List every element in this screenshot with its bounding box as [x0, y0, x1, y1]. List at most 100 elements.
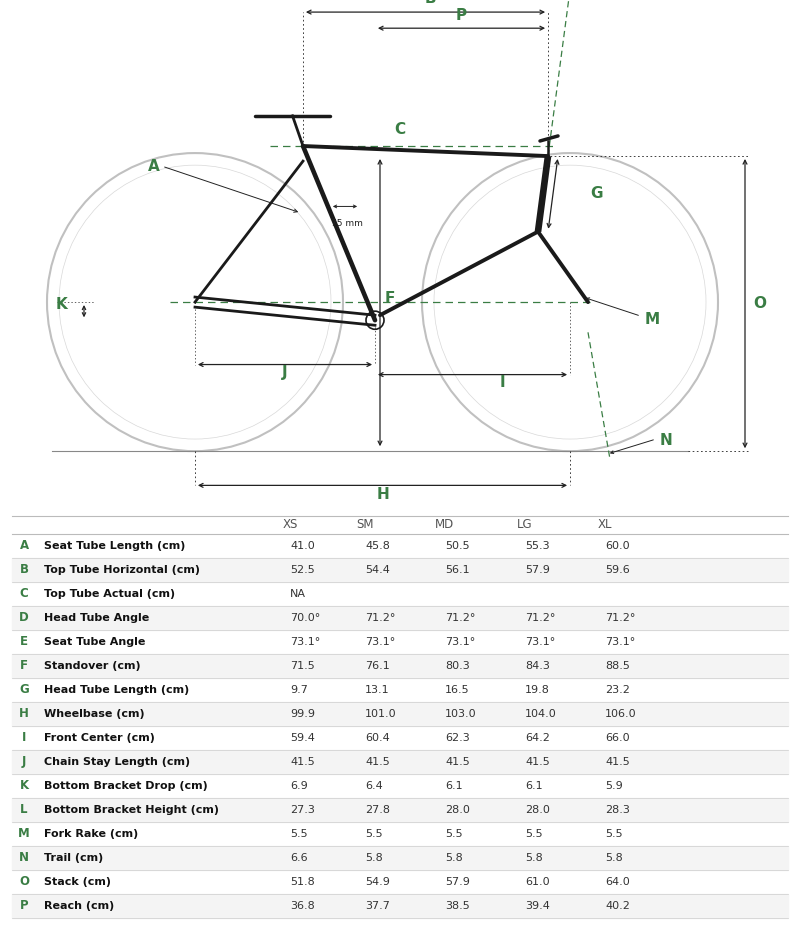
Text: J: J — [282, 365, 288, 380]
Text: D: D — [19, 611, 29, 624]
Text: 37.7: 37.7 — [365, 901, 390, 911]
Text: Front Center (cm): Front Center (cm) — [44, 732, 155, 743]
Text: Seat Tube Angle: Seat Tube Angle — [44, 636, 146, 647]
Text: 41.5: 41.5 — [445, 757, 470, 767]
Bar — [12, 894, 788, 918]
Text: 5.5: 5.5 — [445, 829, 462, 839]
Text: I: I — [500, 374, 506, 390]
Bar — [12, 654, 788, 677]
Text: G: G — [19, 683, 29, 696]
Text: LG: LG — [517, 518, 533, 531]
Text: 27.8: 27.8 — [365, 805, 390, 815]
Text: 5.8: 5.8 — [525, 853, 542, 863]
Text: 39.4: 39.4 — [525, 901, 550, 911]
Text: 84.3: 84.3 — [525, 660, 550, 671]
Text: 104.0: 104.0 — [525, 709, 557, 719]
Text: 73.1°: 73.1° — [525, 636, 555, 647]
Text: F: F — [385, 291, 395, 306]
Text: Wheelbase (cm): Wheelbase (cm) — [44, 709, 145, 719]
Bar — [12, 846, 788, 870]
Text: O: O — [19, 876, 29, 888]
Text: 73.1°: 73.1° — [290, 636, 320, 647]
Text: 60.4: 60.4 — [365, 732, 390, 743]
Text: Bottom Bracket Drop (cm): Bottom Bracket Drop (cm) — [44, 781, 208, 790]
Text: 76.1: 76.1 — [365, 660, 390, 671]
Text: C: C — [20, 587, 28, 600]
Bar — [12, 606, 788, 630]
Text: Top Tube Horizontal (cm): Top Tube Horizontal (cm) — [44, 564, 200, 575]
Text: 57.9: 57.9 — [445, 877, 470, 887]
Text: 5.8: 5.8 — [365, 853, 382, 863]
Text: 57.9: 57.9 — [525, 564, 550, 575]
Text: 103.0: 103.0 — [445, 709, 477, 719]
Text: 64.2: 64.2 — [525, 732, 550, 743]
Text: 99.9: 99.9 — [290, 709, 315, 719]
Text: 60.0: 60.0 — [605, 541, 630, 551]
Text: N: N — [19, 851, 29, 864]
Text: 27.3: 27.3 — [290, 805, 315, 815]
Text: F: F — [20, 659, 28, 673]
Text: L: L — [20, 804, 28, 816]
Text: M: M — [18, 827, 30, 841]
Text: 59.6: 59.6 — [605, 564, 630, 575]
Text: Bottom Bracket Height (cm): Bottom Bracket Height (cm) — [44, 805, 219, 815]
Text: 54.4: 54.4 — [365, 564, 390, 575]
Text: 75 mm: 75 mm — [331, 218, 363, 227]
Text: Stack (cm): Stack (cm) — [44, 877, 111, 887]
Text: 41.0: 41.0 — [290, 541, 314, 551]
Text: 41.5: 41.5 — [290, 757, 314, 767]
Text: P: P — [20, 900, 28, 912]
Text: Head Tube Angle: Head Tube Angle — [44, 613, 150, 622]
Text: 5.5: 5.5 — [605, 829, 622, 839]
Text: 73.1°: 73.1° — [605, 636, 635, 647]
Text: 88.5: 88.5 — [605, 660, 630, 671]
Text: 6.6: 6.6 — [290, 853, 308, 863]
Text: 40.2: 40.2 — [605, 901, 630, 911]
Text: 38.5: 38.5 — [445, 901, 470, 911]
Text: 62.3: 62.3 — [445, 732, 470, 743]
Text: 28.0: 28.0 — [525, 805, 550, 815]
Text: 55.3: 55.3 — [525, 541, 550, 551]
Text: 28.0: 28.0 — [445, 805, 470, 815]
Text: H: H — [376, 487, 389, 503]
Text: 66.0: 66.0 — [605, 732, 630, 743]
Text: Top Tube Actual (cm): Top Tube Actual (cm) — [44, 589, 175, 598]
Text: 54.9: 54.9 — [365, 877, 390, 887]
Text: 5.5: 5.5 — [290, 829, 308, 839]
Bar — [12, 750, 788, 774]
Text: P: P — [456, 9, 467, 23]
Text: NA: NA — [290, 589, 306, 598]
Text: 19.8: 19.8 — [525, 685, 550, 694]
Text: 16.5: 16.5 — [445, 685, 470, 694]
Text: 28.3: 28.3 — [605, 805, 630, 815]
Text: Fork Rake (cm): Fork Rake (cm) — [44, 829, 138, 839]
Text: 70.0°: 70.0° — [290, 613, 320, 622]
Text: K: K — [19, 779, 29, 792]
Text: 71.2°: 71.2° — [445, 613, 475, 622]
Text: 80.3: 80.3 — [445, 660, 470, 671]
Text: 64.0: 64.0 — [605, 877, 630, 887]
Text: SM: SM — [356, 518, 374, 531]
Bar — [12, 798, 788, 822]
Text: Reach (cm): Reach (cm) — [44, 901, 114, 911]
Text: 6.4: 6.4 — [365, 781, 382, 790]
Text: 13.1: 13.1 — [365, 685, 390, 694]
Text: A: A — [19, 539, 29, 552]
Text: 6.9: 6.9 — [290, 781, 308, 790]
Text: C: C — [394, 122, 406, 137]
Text: Chain Stay Length (cm): Chain Stay Length (cm) — [44, 757, 190, 767]
Text: M: M — [645, 313, 660, 327]
Text: 41.5: 41.5 — [525, 757, 550, 767]
Text: 59.4: 59.4 — [290, 732, 315, 743]
Text: 71.2°: 71.2° — [605, 613, 635, 622]
Text: I: I — [22, 732, 26, 744]
Text: G: G — [590, 186, 602, 201]
Text: Standover (cm): Standover (cm) — [44, 660, 141, 671]
Bar — [12, 702, 788, 726]
Text: 61.0: 61.0 — [525, 877, 550, 887]
Text: 71.2°: 71.2° — [525, 613, 555, 622]
Text: 6.1: 6.1 — [445, 781, 462, 790]
Text: 6.1: 6.1 — [525, 781, 542, 790]
Text: 73.1°: 73.1° — [365, 636, 395, 647]
Text: XL: XL — [598, 518, 612, 531]
